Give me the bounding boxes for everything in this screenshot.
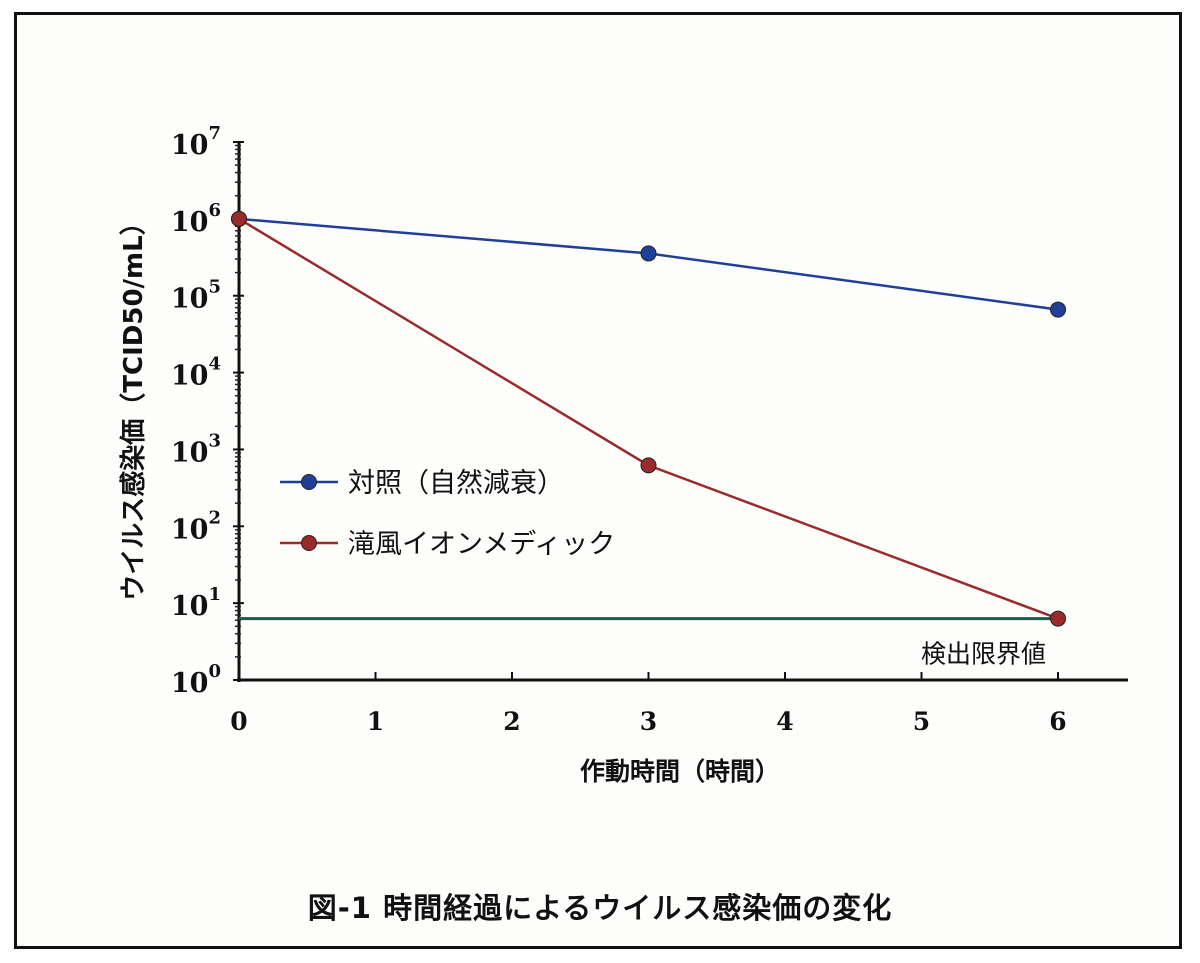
detection-limit: 検出限界値 — [239, 617, 1058, 669]
x-tick-label: 6 — [1049, 707, 1066, 736]
figure-frame — [14, 12, 1182, 949]
legend-label-1: 対照（自然減衰） — [348, 468, 564, 499]
series-line-1 — [238, 217, 1059, 311]
y-tick-label: 101 — [171, 584, 221, 622]
y-tick-label: 100 — [171, 661, 221, 699]
axes — [237, 142, 1128, 682]
y-axis-label: ウイルス感染価（TCID50/mL） — [119, 209, 149, 600]
series-2-point — [640, 457, 657, 474]
x-axis-label: 作動時間（時間） — [580, 757, 780, 786]
figure-caption: 図-1 時間経過によるウイルス感染価の変化 — [307, 891, 893, 925]
x-tick-label: 4 — [776, 707, 793, 736]
series-2-point — [1050, 610, 1066, 627]
ticks: 100 101 102 103 104 105 106 107 0 1 2 3 4 5 6 — [171, 123, 1067, 736]
y-tick-label: 105 — [171, 277, 221, 315]
y-tick-label: 104 — [171, 354, 221, 392]
legend: 対照（自然減衰） 滝風イオンメディック — [280, 468, 615, 560]
y-tick-label: 107 — [171, 123, 221, 161]
series-1-point — [640, 245, 657, 262]
y-tick-label: 103 — [171, 430, 221, 468]
x-tick-label: 2 — [503, 707, 520, 736]
detection-limit-label: 検出限界値 — [921, 640, 1046, 669]
x-tick-label: 1 — [367, 707, 384, 736]
series-2-point — [231, 210, 247, 227]
x-tick-label: 0 — [230, 707, 247, 736]
y-tick-label: 106 — [171, 200, 221, 238]
y-tick-label: 102 — [171, 507, 221, 545]
x-tick-label: 5 — [913, 707, 930, 736]
series-layer — [231, 210, 1066, 627]
legend-marker-2 — [301, 535, 317, 551]
legend-marker-1 — [301, 474, 317, 490]
x-tick-label: 3 — [640, 707, 657, 736]
legend-label-2: 滝風イオンメディック — [348, 529, 615, 560]
series-1-point — [1050, 301, 1066, 318]
